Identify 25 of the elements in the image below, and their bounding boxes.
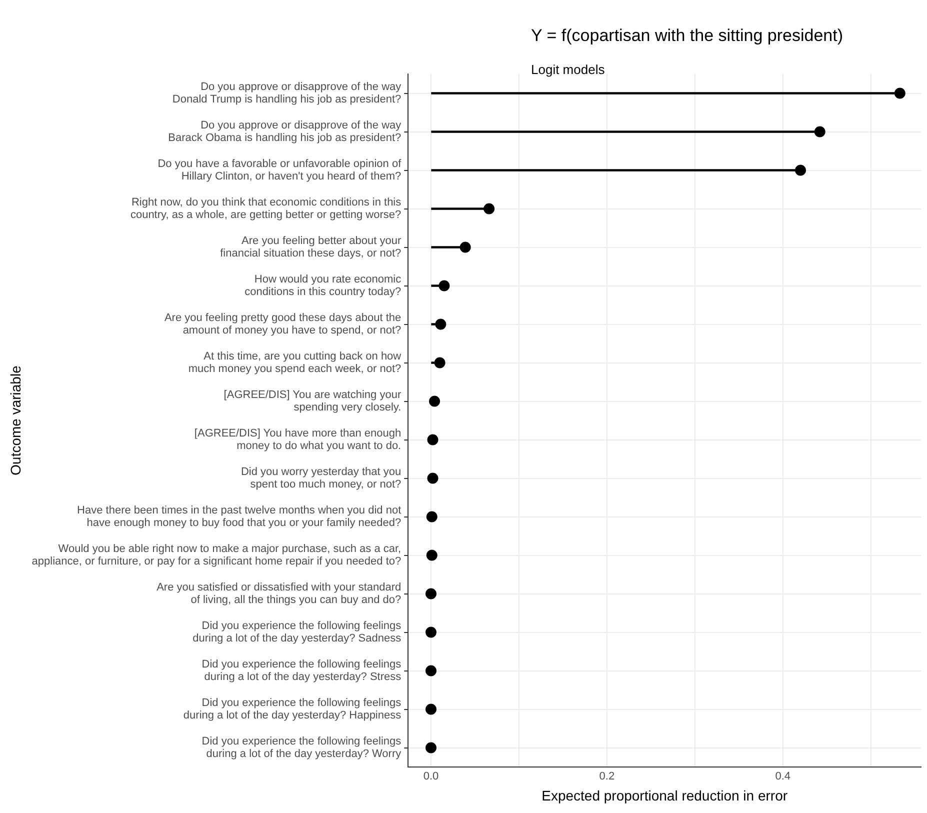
y-tick-label: [AGREE/DIS] You are watching your spending very closely.: [224, 388, 402, 414]
chart-subtitle: Logit models: [531, 62, 605, 77]
x-tick-label: 0.0: [423, 770, 439, 783]
y-tick-label: Would you be able right now to make a major purchase, such as a car, appliance, or furniture, or pay for a significant home repair if you needed to?: [32, 542, 402, 568]
y-tick-label: Did you experience the following feelings during a lot of the day yesterday? Stress: [202, 658, 402, 684]
y-tick-label: Did you experience the following feelings during a lot of the day yesterday? Worry: [202, 735, 402, 760]
x-axis-title: Expected proportional reduction in error: [542, 787, 788, 804]
x-tick-label: 0.2: [599, 770, 615, 783]
y-tick-label: Right now, do you think that economic conditions in this country, as a whole, are getting better or getting worse?: [130, 196, 402, 222]
y-tick-label: Are you feeling better about your financial situation these days, or not?: [220, 234, 402, 260]
y-tick-label: Have there been times in the past twelve months when you did not have enough money to buy food that you or your family needed?: [77, 504, 402, 530]
y-axis-title: Outcome variable: [7, 365, 24, 476]
y-tick-label: Are you feeling pretty good these days about the amount of money you have to spend, or not?: [164, 312, 402, 337]
y-tick-label: [AGREE/DIS] You have more than enough money to do what you want to do.: [194, 427, 402, 452]
y-tick-label: Did you experience the following feelings during a lot of the day yesterday? Happiness: [183, 696, 402, 722]
y-tick-label: Do you have a favorable or unfavorable opinion of Hillary Clinton, or haven't you heard of them?: [158, 158, 402, 183]
x-tick-label: 0.4: [775, 770, 791, 783]
y-tick-label: Do you approve or disapprove of the way Donald Trump is handling his job as president?: [172, 80, 402, 106]
y-tick-label: Do you approve or disapprove of the way Barack Obama is handling his job as president?: [168, 119, 402, 144]
y-tick-label: Are you satisfied or dissatisfied with your standard of living, all the things you can buy and do?: [156, 581, 402, 606]
y-tick-label: Did you worry yesterday that you spent too much money, or not?: [240, 466, 402, 491]
y-tick-label: At this time, are you cutting back on how much money you spend each week, or not?: [188, 350, 402, 376]
y-tick-label: How would you rate economic conditions in this country today?: [244, 273, 402, 298]
chart-title: Y = f(copartisan with the sitting president): [531, 26, 843, 46]
y-tick-label: Did you experience the following feelings during a lot of the day yesterday? Sadness: [192, 620, 402, 645]
